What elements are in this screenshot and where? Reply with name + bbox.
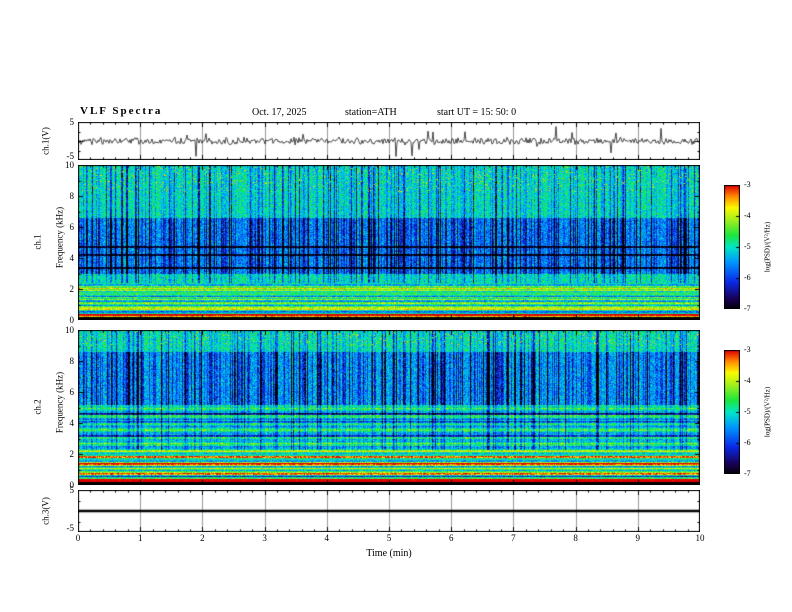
x-tick-label: 10 — [695, 533, 705, 543]
date-label: Oct. 17, 2025 — [252, 107, 307, 118]
colorbar2-units-label: log(PSD)/(V²/Hz) — [763, 386, 772, 438]
ch2-freq-ytick-label: 6 — [69, 387, 75, 397]
figure-title: VLF Spectra — [80, 105, 163, 117]
colorbar-ch1 — [724, 185, 740, 309]
ch3-voltage-axis-label: ch.3(V) — [40, 497, 51, 525]
x-tick-label: 7 — [511, 533, 516, 543]
ch2-freq-ytick-label: 8 — [69, 356, 75, 366]
ch1v-ytick-label: -5 — [66, 151, 75, 161]
ch2-freq-ytick-label: 4 — [69, 418, 75, 428]
colorbar2-tick-label: -3 — [744, 345, 751, 354]
ch1-frequency-axis-label: ch.1 Frequency (kHz) — [33, 207, 66, 277]
ch2-freq-ytick-label: 0 — [69, 480, 75, 490]
ch1-freq-ytick-label: 4 — [69, 253, 75, 263]
colorbar2-tick-label: -5 — [744, 407, 751, 416]
ch1-freq-ytick-label: 6 — [69, 222, 75, 232]
ch1-freq-ytick-label: 0 — [69, 315, 75, 325]
time-axis-label: Time (min) — [366, 548, 412, 559]
x-tick-label: 0 — [75, 533, 81, 543]
colorbar2-tick-label: -6 — [744, 438, 751, 447]
ch1-waveform-canvas — [78, 122, 700, 160]
ch1-axis-line1: ch.1 — [32, 234, 43, 250]
colorbar1-tick-label: -3 — [744, 180, 751, 189]
ch2-spectrogram-canvas — [78, 330, 700, 485]
ch3v-ytick-label: -5 — [66, 523, 75, 533]
colorbar2-tick-label: -7 — [744, 469, 751, 478]
start-ut-label: start UT = 15: 50: 0 — [437, 107, 517, 118]
ch3-waveform-canvas — [78, 490, 700, 532]
x-tick-label: 4 — [324, 533, 330, 543]
x-tick-label: 2 — [200, 533, 205, 543]
colorbar2-tick-label: -4 — [744, 376, 751, 385]
colorbar1-tick-label: -7 — [744, 304, 751, 313]
station-label: station=ATH — [345, 107, 397, 118]
ch2-frequency-axis-label: ch.2 Frequency (kHz) — [33, 372, 66, 442]
x-tick-label: 3 — [262, 533, 267, 543]
colorbar-ch2 — [724, 350, 740, 474]
x-tick-label: 8 — [573, 533, 578, 543]
ch1-freq-ytick-label: 2 — [69, 284, 75, 294]
ch2-axis-line1: ch.2 — [32, 399, 43, 415]
ch2-freq-ytick-label: 10 — [65, 325, 74, 335]
colorbar1-units-label: log(PSD)/(V²/Hz) — [763, 221, 772, 273]
ch1v-ytick-label: 5 — [69, 117, 75, 127]
colorbar1-tick-label: -5 — [744, 242, 751, 251]
ch1-spectrogram-canvas — [78, 165, 700, 320]
x-tick-label: 9 — [635, 533, 641, 543]
ch1-freq-ytick-label: 10 — [65, 160, 74, 170]
x-tick-label: 5 — [386, 533, 392, 543]
ch1-voltage-axis-label: ch.1(V) — [40, 127, 51, 155]
x-tick-label: 6 — [448, 533, 454, 543]
x-tick-label: 1 — [137, 533, 143, 543]
colorbar1-tick-label: -4 — [744, 211, 751, 220]
ch1-freq-ytick-label: 8 — [69, 191, 75, 201]
colorbar1-tick-label: -6 — [744, 273, 751, 282]
ch2-freq-ytick-label: 2 — [69, 449, 75, 459]
ch3v-ytick-label: 5 — [69, 485, 75, 495]
